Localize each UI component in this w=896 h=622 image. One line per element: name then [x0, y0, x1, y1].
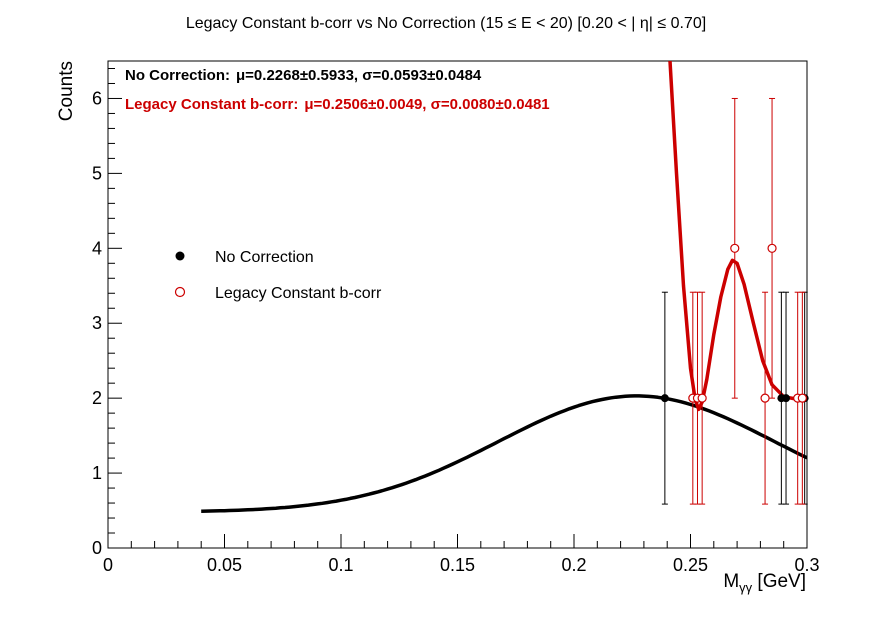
x-tick-label: 0.05	[207, 555, 242, 575]
x-tick-label: 0.3	[794, 555, 819, 575]
data-points	[660, 97, 809, 505]
y-tick-label: 1	[92, 463, 102, 483]
y-tick-label: 5	[92, 163, 102, 183]
no-correction-fit-curve	[201, 394, 807, 513]
fit-curves	[201, 61, 807, 513]
x-tick-label: 0	[103, 555, 113, 575]
y-tick-label: 0	[92, 538, 102, 558]
legend: No Correction Legacy Constant b-corr	[174, 249, 382, 302]
x-axis: 0 0.05 0.1 0.15 0.2 0.25 0.3	[103, 534, 820, 575]
x-tick-label: 0.1	[328, 555, 353, 575]
legacy-bcorr-fit-curve	[668, 61, 807, 412]
y-tick-label: 3	[92, 313, 102, 333]
x-axis-title-main: M	[723, 571, 739, 592]
x-tick-label: 0.15	[440, 555, 475, 575]
legend-label: No Correction	[215, 249, 314, 266]
fit-stats: No Correction: μ=0.2268±0.5933, σ=0.0593±…	[125, 67, 550, 113]
y-tick-label: 6	[92, 88, 102, 108]
fit-stat-line: Legacy Constant b-corr: μ=0.2506±0.0049, …	[125, 96, 550, 113]
no-correction-point	[782, 394, 791, 403]
y-tick-label: 2	[92, 388, 102, 408]
y-axis: 0 1 2 3 4 5 6	[92, 67, 122, 558]
y-tick-label: 4	[92, 238, 102, 258]
x-axis-title-unit: [GeV]	[752, 571, 806, 592]
fit-stat-label: No Correction:	[125, 67, 230, 84]
x-tick-label: 0.2	[561, 555, 586, 575]
legend-label: Legacy Constant b-corr	[215, 285, 382, 302]
x-axis-title: Mγγ [GeV]	[723, 571, 806, 595]
y-axis-title: Counts	[56, 61, 77, 121]
legacy-bcorr-point	[730, 243, 740, 253]
legacy-bcorr-point	[767, 243, 777, 253]
legend-marker-open	[174, 286, 186, 298]
fit-stat-label: Legacy Constant b-corr:	[125, 96, 298, 113]
x-axis-title-sub: γγ	[739, 580, 753, 595]
legend-marker-filled	[175, 251, 185, 261]
fit-stat-values: μ=0.2268±0.5933, σ=0.0593±0.0484	[236, 67, 482, 84]
fit-stat-line: No Correction: μ=0.2268±0.5933, σ=0.0593±…	[125, 67, 482, 84]
no-correction-point	[660, 394, 669, 403]
legacy-bcorr-point	[697, 393, 707, 403]
chart-title: Legacy Constant b-corr vs No Correction …	[186, 15, 706, 32]
legacy-bcorr-point	[760, 393, 770, 403]
legacy-bcorr-point	[797, 393, 807, 403]
x-tick-label: 0.25	[673, 555, 708, 575]
fit-stat-values: μ=0.2506±0.0049, σ=0.0080±0.0481	[304, 96, 549, 113]
